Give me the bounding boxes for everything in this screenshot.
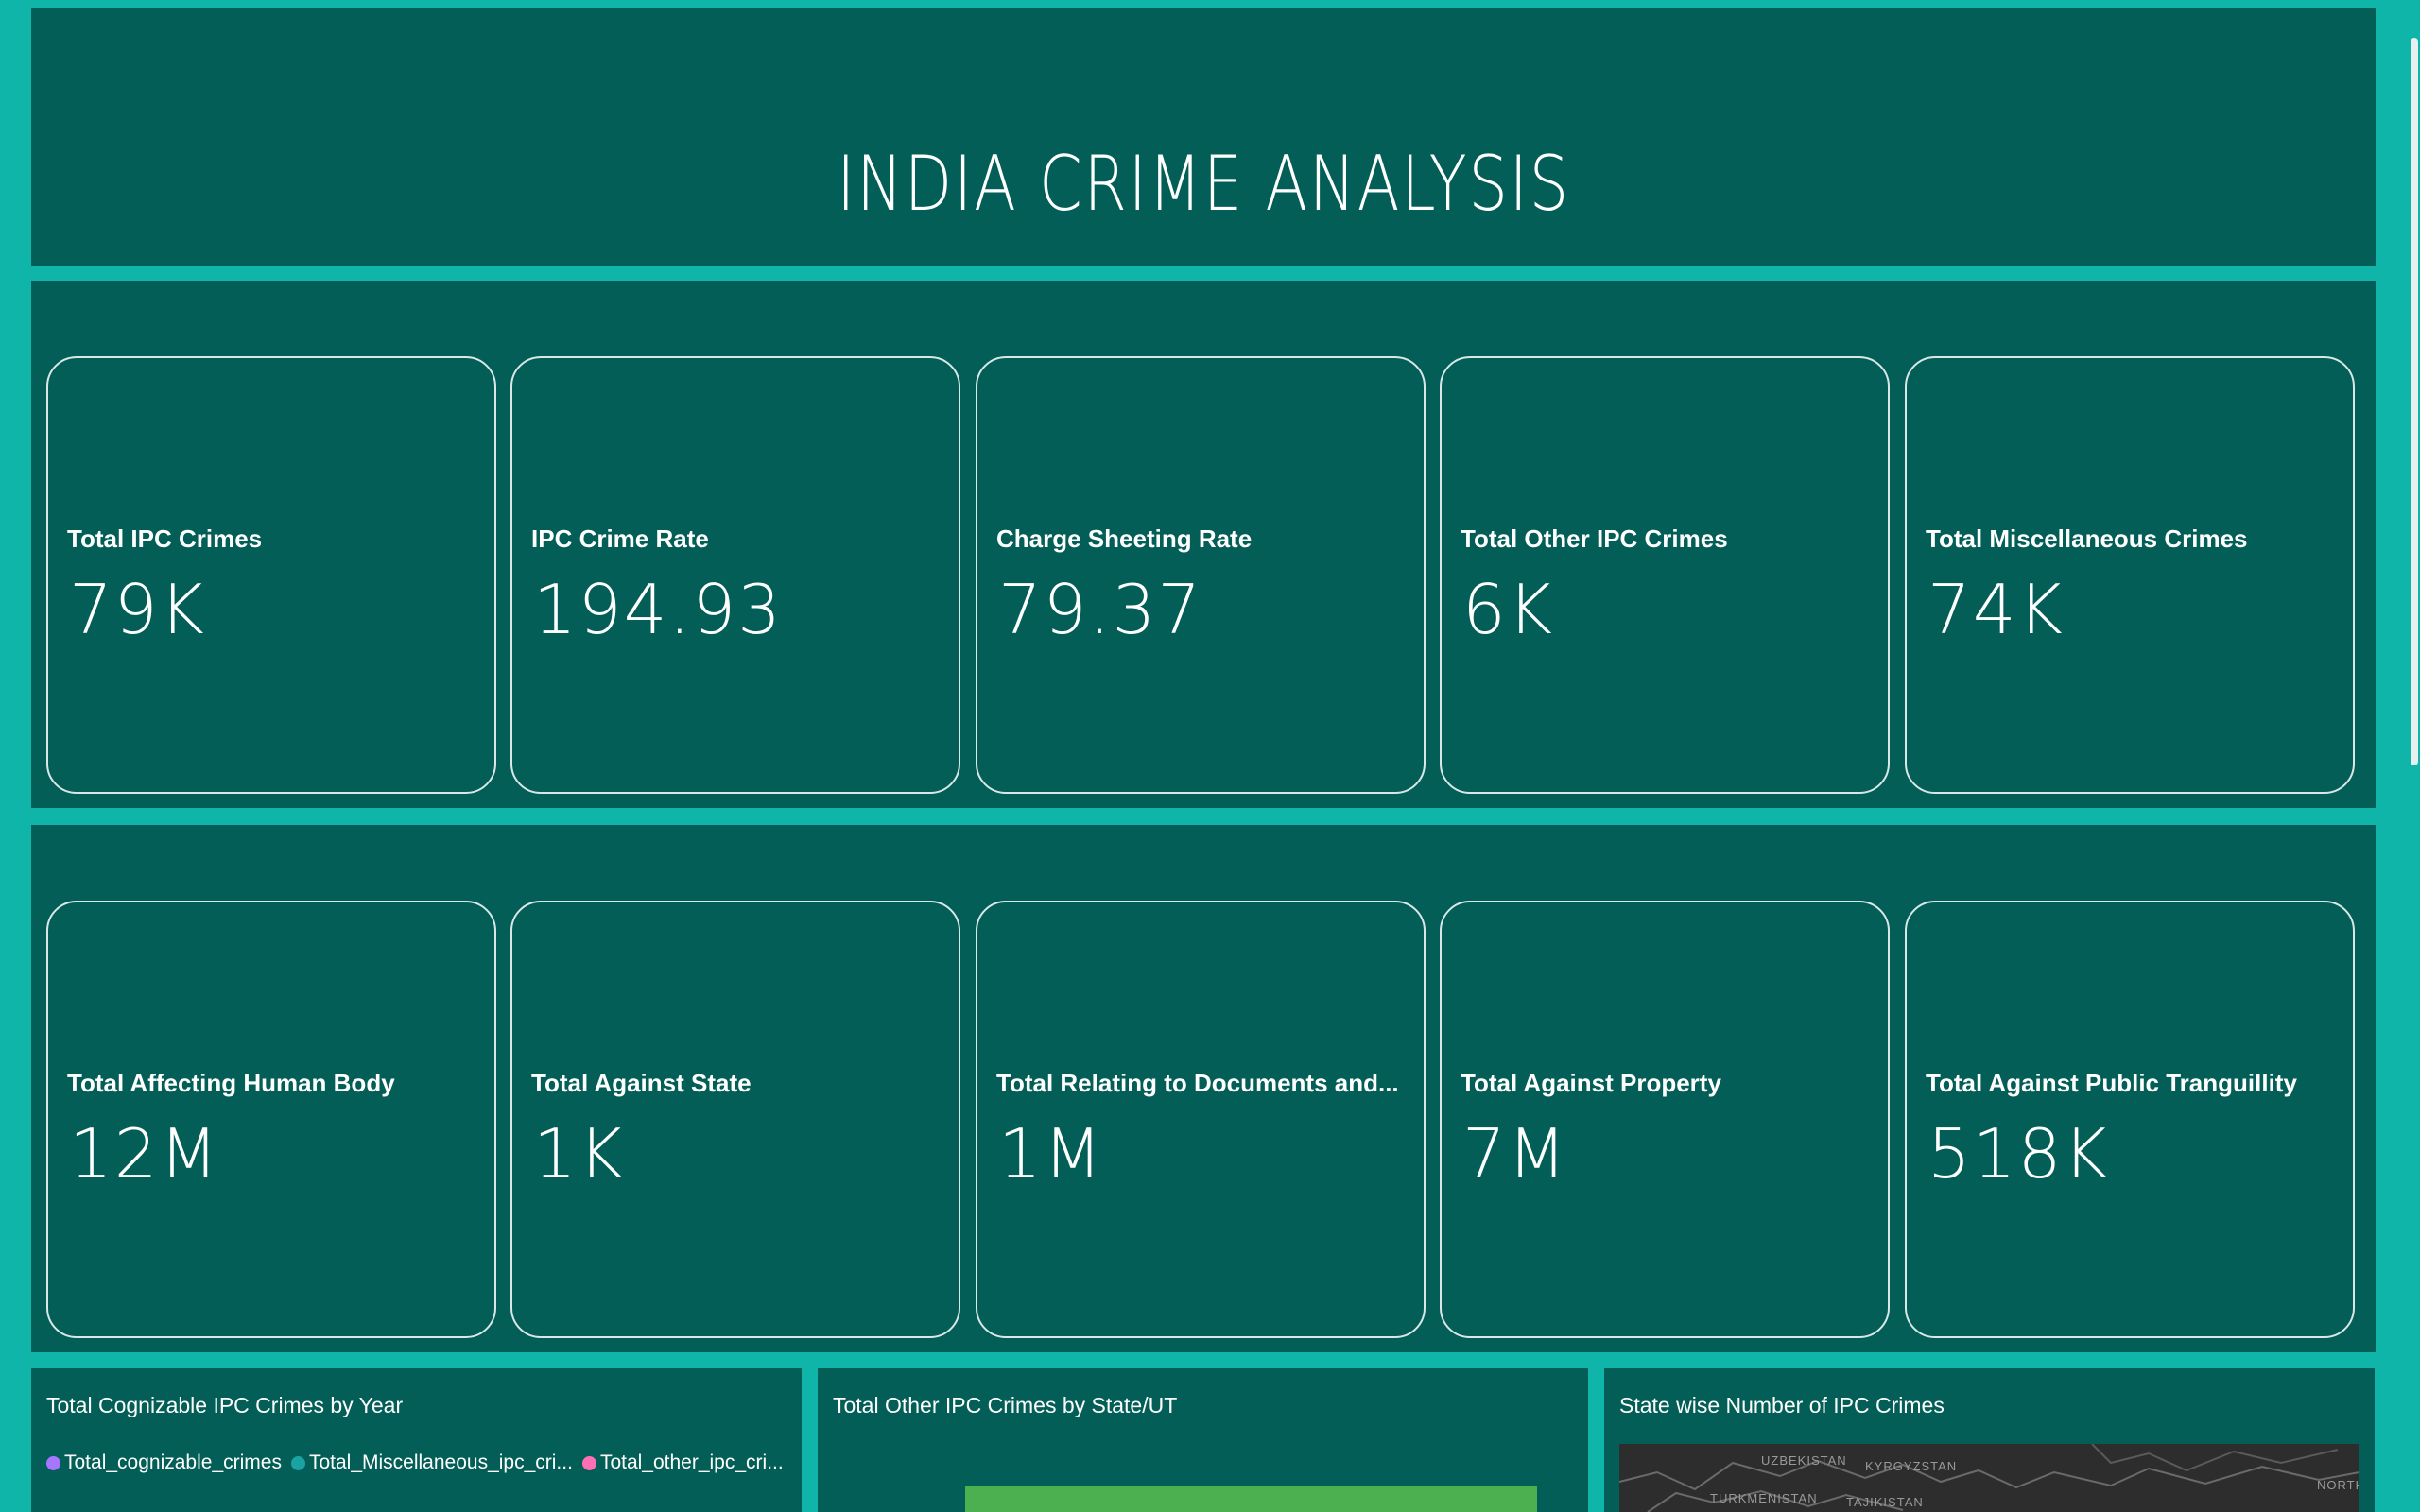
chart-state-wise-ipc-crimes-map[interactable]: State wise Number of IPC Crimes UZBEKIST… — [1604, 1368, 2375, 1512]
kpi-card-charge-sheeting-rate[interactable]: Charge Sheeting Rate 79.37 — [976, 356, 1426, 794]
chart-title: State wise Number of IPC Crimes — [1619, 1393, 1945, 1418]
kpi-label: Total Affecting Human Body — [67, 1069, 395, 1097]
kpi-value: 7M — [1462, 1114, 1568, 1194]
legend-item[interactable]: Total_cognizable_crimes — [46, 1452, 282, 1474]
kpi-card-ipc-crime-rate[interactable]: IPC Crime Rate 194.93 — [510, 356, 960, 794]
kpi-value: 6K — [1462, 570, 1555, 649]
legend-label: Total_other_ipc_cri... — [599, 1452, 784, 1473]
header-panel: INDIA CRIME ANALYSIS — [31, 8, 2376, 266]
kpi-label: IPC Crime Rate — [531, 524, 709, 553]
chart-legend: Total_cognizable_crimes Total_Miscellane… — [46, 1452, 784, 1474]
kpi-value: 1M — [998, 1114, 1104, 1194]
map-label: UZBEKISTAN — [1761, 1453, 1847, 1468]
kpi-value: 79K — [69, 570, 206, 649]
bar-row[interactable] — [833, 1486, 1573, 1512]
map-label: TURKMENISTAN — [1710, 1491, 1818, 1505]
chart-title: Total Other IPC Crimes by State/UT — [833, 1393, 1178, 1418]
kpi-label: Total Relating to Documents and... — [996, 1069, 1399, 1097]
kpi-value: 1K — [533, 1114, 626, 1194]
page-title: INDIA CRIME ANALYSIS — [837, 140, 1570, 228]
kpi-value: 194.93 — [533, 570, 783, 649]
map-canvas[interactable]: UZBEKISTAN KYRGYZSTAN TURKMENISTAN TAJIK… — [1619, 1444, 2360, 1512]
kpi-label: Total Against Property — [1461, 1069, 1721, 1097]
legend-item[interactable]: Total_other_ipc_cri... — [581, 1452, 784, 1474]
map-borders-graphic — [1619, 1444, 2360, 1512]
kpi-value: 12M — [69, 1114, 220, 1194]
kpi-row-2: Total Affecting Human Body 12M Total Aga… — [31, 825, 2376, 1352]
kpi-card-total-against-state[interactable]: Total Against State 1K — [510, 901, 960, 1338]
kpi-value: 74K — [1927, 570, 2065, 649]
kpi-label: Total Against Public Tranguillity — [1926, 1069, 2297, 1097]
kpi-row-1: Total IPC Crimes 79K IPC Crime Rate 194.… — [31, 281, 2376, 808]
legend-item[interactable]: Total_Miscellaneous_ipc_cri... — [290, 1452, 573, 1474]
kpi-card-total-against-public-tranquillity[interactable]: Total Against Public Tranguillity 518K — [1905, 901, 2355, 1338]
map-label: TAJIKISTAN — [1846, 1495, 1924, 1509]
kpi-label: Total IPC Crimes — [67, 524, 263, 553]
map-label: NORTH — [2317, 1478, 2360, 1492]
kpi-card-total-other-ipc-crimes[interactable]: Total Other IPC Crimes 6K — [1440, 356, 1890, 794]
legend-dot-icon — [581, 1455, 596, 1470]
kpi-label: Total Other IPC Crimes — [1461, 524, 1728, 553]
kpi-value: 518K — [1927, 1114, 2110, 1194]
kpi-label: Charge Sheeting Rate — [996, 524, 1253, 553]
legend-dot-icon — [290, 1455, 305, 1470]
kpi-card-total-relating-to-documents[interactable]: Total Relating to Documents and... 1M — [976, 901, 1426, 1338]
bar-fill[interactable] — [965, 1486, 1537, 1512]
map-label: KYRGYZSTAN — [1865, 1459, 1958, 1473]
kpi-label: Total Against State — [531, 1069, 752, 1097]
kpi-card-total-affecting-human-body[interactable]: Total Affecting Human Body 12M — [46, 901, 496, 1338]
kpi-card-total-miscellaneous-crimes[interactable]: Total Miscellaneous Crimes 74K — [1905, 356, 2355, 794]
kpi-card-total-against-property[interactable]: Total Against Property 7M — [1440, 901, 1890, 1338]
kpi-value: 79.37 — [998, 570, 1203, 649]
chart-cognizable-ipc-crimes-by-year[interactable]: Total Cognizable IPC Crimes by Year Tota… — [31, 1368, 802, 1512]
legend-dot-icon — [46, 1455, 60, 1470]
kpi-card-total-ipc-crimes[interactable]: Total IPC Crimes 79K — [46, 356, 496, 794]
legend-label: Total_cognizable_crimes — [64, 1452, 282, 1473]
legend-label: Total_Miscellaneous_ipc_cri... — [308, 1452, 573, 1473]
page-scrollbar[interactable] — [2411, 38, 2418, 765]
chart-title: Total Cognizable IPC Crimes by Year — [46, 1393, 404, 1418]
chart-other-ipc-crimes-by-state[interactable]: Total Other IPC Crimes by State/UT — [818, 1368, 1588, 1512]
kpi-label: Total Miscellaneous Crimes — [1926, 524, 2248, 553]
